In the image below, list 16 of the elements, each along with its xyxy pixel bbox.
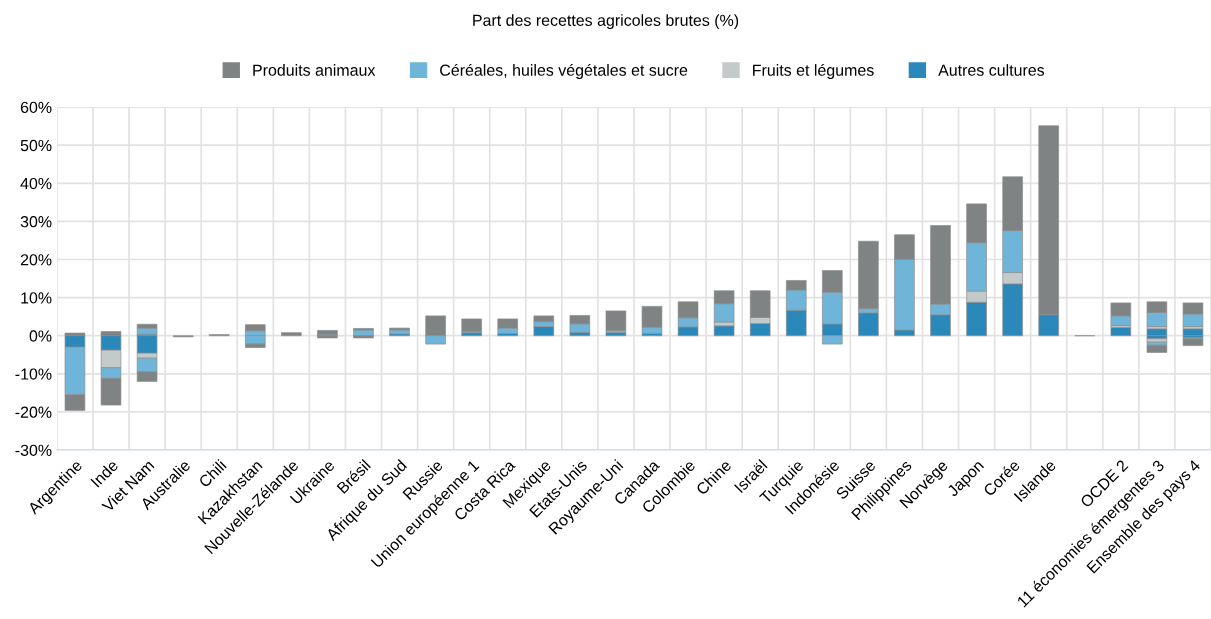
y-tick-label: 10% (21, 292, 52, 304)
y-tick-label: -20% (15, 406, 52, 418)
y-tick-label: 60% (20, 101, 52, 114)
chart-title: Part des recettes agricoles brutes (%) (473, 14, 739, 30)
y-tick-label: 40% (20, 177, 52, 190)
y-tick-label: 20% (20, 254, 52, 266)
legend-label: Produits animaux (253, 64, 376, 76)
legend-label: Fruits et légumes (753, 63, 874, 79)
legend-label: Autres cultures (938, 64, 1045, 76)
y-tick-label: 0% (29, 330, 52, 342)
legend-label: Céréales, huiles végétales et sucre (440, 63, 688, 79)
y-tick-label: -10% (15, 368, 52, 380)
y-tick-label: 50% (20, 139, 52, 152)
y-tick-label: -30% (15, 444, 52, 456)
x-tick-label: Inde (90, 458, 119, 488)
y-tick-label: 30% (20, 216, 52, 228)
